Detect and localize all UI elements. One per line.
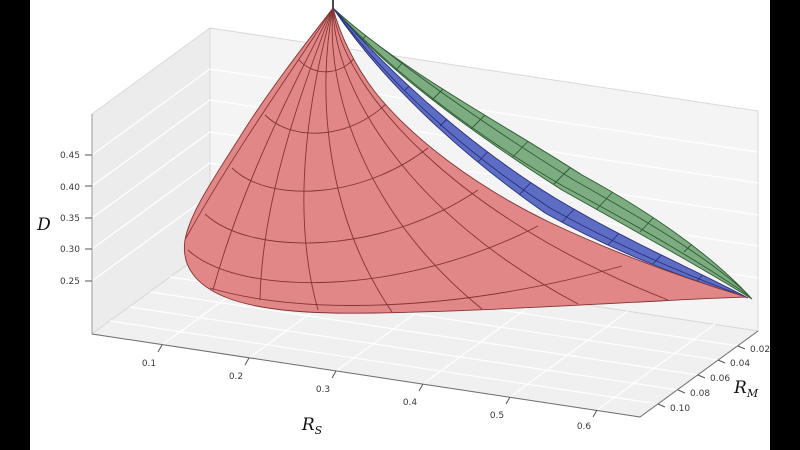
- x-tick-label: 0.3: [316, 385, 330, 395]
- y-tick-label: 0.08: [690, 389, 710, 399]
- z-tick-label: 0.40: [60, 183, 80, 193]
- x-tick-label: 0.1: [142, 359, 156, 369]
- x-axis-label-base: R: [301, 415, 315, 435]
- y-tick-labels: 0.10 0.08 0.06 0.04 0.02: [670, 345, 770, 414]
- y-axis-label-sub: M: [746, 387, 759, 400]
- tick-marks: [85, 154, 746, 418]
- pillarbox-right: [770, 0, 800, 450]
- z-axis-label: D: [36, 215, 51, 235]
- y-tick-label: 0.04: [730, 359, 750, 369]
- axis-spines: [91, 114, 759, 418]
- x-axis-line: [91, 333, 641, 418]
- surface-outer-mesh: [185, 8, 669, 313]
- pillarbox-left: [0, 0, 30, 450]
- x-tick-label: 0.4: [403, 398, 418, 408]
- y-tick-label: 0.06: [710, 374, 730, 384]
- z-tick-label: 0.35: [60, 214, 80, 224]
- y-axis-label: RM: [733, 378, 759, 400]
- x-tick-label: 0.2: [229, 372, 243, 382]
- x-tick-labels: 0.1 0.2 0.3 0.4 0.5 0.6: [142, 359, 592, 432]
- surface-outer: [183, 7, 747, 314]
- z-tick-labels: 0.45 0.40 0.35 0.30 0.25: [60, 151, 80, 287]
- x-axis-label-sub: S: [315, 424, 323, 437]
- z-tick-label: 0.30: [60, 245, 80, 255]
- y-axis-line: [639, 330, 759, 418]
- x-tick-label: 0.5: [490, 411, 504, 421]
- y-tick-label: 0.10: [670, 404, 690, 414]
- y-tick-label: 0.02: [750, 345, 770, 355]
- y-axis-label-base: R: [733, 378, 747, 398]
- x-tick-label: 0.6: [577, 422, 592, 432]
- z-tick-label: 0.25: [60, 277, 80, 287]
- x-axis-label: RS: [301, 415, 323, 437]
- z-tick-label: 0.45: [60, 151, 80, 161]
